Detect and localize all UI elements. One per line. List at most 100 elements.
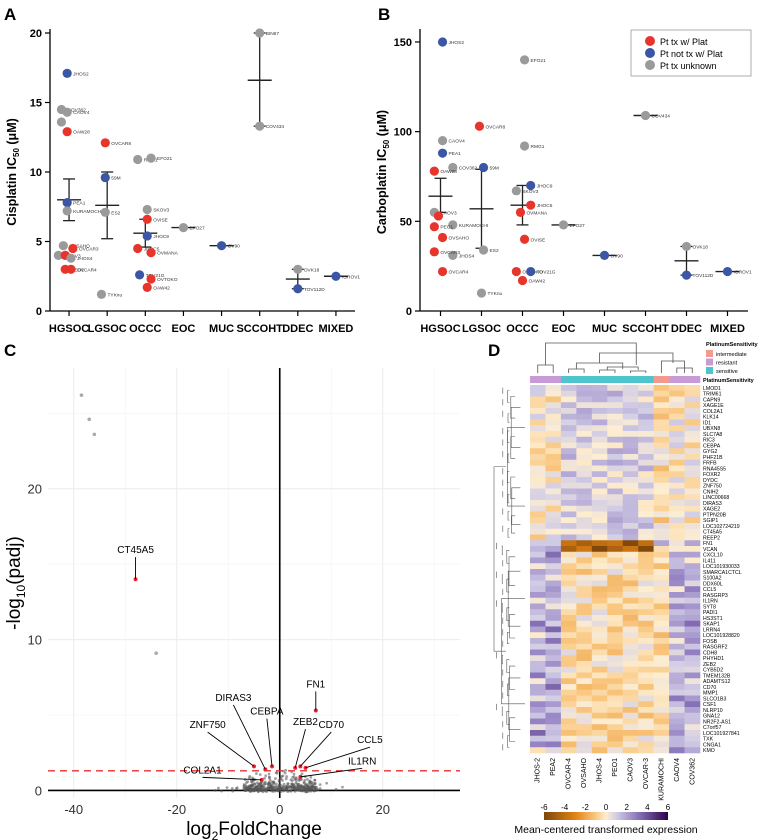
heatmap-cell bbox=[684, 390, 701, 397]
gene-point bbox=[235, 786, 239, 790]
heatmap-cell bbox=[530, 459, 546, 466]
heatmap-cell bbox=[653, 488, 670, 495]
heatmap-cell bbox=[669, 546, 685, 553]
heatmap-cell bbox=[653, 534, 670, 541]
heatmap-cell bbox=[669, 661, 685, 668]
heatmap-cell bbox=[653, 459, 670, 466]
x-tick-label-muc: MUC bbox=[209, 323, 234, 335]
heatmap-cell bbox=[545, 402, 562, 409]
heatmap-cell bbox=[530, 540, 546, 547]
gene-point bbox=[291, 779, 294, 783]
dendrogram-branch bbox=[537, 364, 554, 373]
point-ovk18 bbox=[681, 241, 692, 252]
heatmap-cell bbox=[638, 701, 654, 708]
heatmap-cell bbox=[560, 505, 577, 512]
heatmap-cell bbox=[591, 494, 608, 501]
x-tick-label-eoc: EOC bbox=[552, 323, 576, 335]
row-label: MMP1 bbox=[703, 691, 718, 697]
gene-point bbox=[277, 779, 281, 782]
heatmap-cell bbox=[560, 586, 577, 593]
point-jhos4 bbox=[66, 253, 76, 263]
heatmap-cell bbox=[576, 442, 593, 449]
heatmap-cell bbox=[653, 615, 670, 622]
row-label: LINC00668 bbox=[703, 495, 729, 501]
heatmap-cell bbox=[684, 488, 701, 495]
point-59m bbox=[478, 162, 489, 173]
heatmap-cell bbox=[607, 442, 624, 449]
heatmap-cell bbox=[530, 724, 546, 731]
heatmap-cell bbox=[530, 643, 546, 650]
gene-point bbox=[341, 785, 344, 789]
heatmap-cell bbox=[576, 672, 593, 679]
row-label: COL2A1 bbox=[703, 409, 723, 415]
row-label: ZNF750 bbox=[703, 484, 722, 490]
x-axis-label: log2FoldChange bbox=[186, 819, 322, 840]
heatmap-cell bbox=[684, 574, 701, 581]
heatmap-cell bbox=[591, 511, 608, 518]
heatmap-cell bbox=[607, 528, 624, 535]
heatmap-cell bbox=[576, 511, 593, 518]
heatmap-cell bbox=[622, 505, 639, 512]
heatmap-cell bbox=[622, 569, 639, 576]
heatmap-cell bbox=[653, 471, 670, 478]
heatmap-cell bbox=[622, 730, 639, 737]
heatmap-cell bbox=[638, 695, 654, 702]
heatmap-cell bbox=[591, 574, 608, 581]
legend-gray-label: Pt tx unknown bbox=[660, 61, 717, 71]
heatmap-cell bbox=[684, 471, 701, 478]
nonsignificant-gene-cloud bbox=[213, 768, 344, 794]
gene-point bbox=[283, 771, 287, 775]
heatmap-cell bbox=[638, 597, 654, 604]
row-label: IL1RN bbox=[703, 599, 718, 605]
heatmap-cell bbox=[530, 586, 546, 593]
heatmap-cell bbox=[576, 534, 593, 541]
heatmap-cell bbox=[684, 672, 701, 679]
y-tick-label: 20 bbox=[30, 28, 42, 40]
heatmap-cell bbox=[653, 396, 670, 403]
gene-label-ccl5: CCL5 bbox=[357, 735, 383, 746]
heatmap-cell bbox=[545, 747, 562, 754]
heatmap-cell bbox=[530, 609, 546, 616]
point-label: OVSAHO bbox=[449, 235, 470, 241]
column-label: JHOS-2 bbox=[535, 758, 542, 783]
gene-point bbox=[284, 777, 288, 781]
heatmap-cell bbox=[591, 523, 608, 530]
heatmap-cell bbox=[576, 609, 593, 616]
heatmap-cell bbox=[530, 436, 546, 443]
heatmap-cell bbox=[591, 689, 608, 696]
point-ovcar8 bbox=[474, 121, 485, 131]
heatmap-cell bbox=[684, 563, 701, 570]
heatmap-cell bbox=[591, 402, 608, 409]
heatmap-cell bbox=[545, 413, 562, 420]
heatmap-cell bbox=[653, 678, 670, 685]
heatmap-cell bbox=[684, 454, 701, 461]
point-efo27 bbox=[558, 220, 569, 230]
heatmap-cell bbox=[607, 615, 624, 622]
annotation-legend-swatch-intermediate bbox=[706, 350, 713, 357]
heatmap-cell bbox=[684, 482, 701, 489]
x-tick-label-lgsoc: LGSOC bbox=[88, 323, 127, 335]
point-label: JHOS2 bbox=[73, 71, 89, 77]
heatmap-cell bbox=[622, 678, 639, 685]
heatmap-cell bbox=[560, 523, 577, 530]
gene-point bbox=[318, 787, 322, 790]
heatmap-cell bbox=[530, 741, 546, 748]
heatmap-cell bbox=[653, 741, 670, 748]
heatmap-cell bbox=[638, 425, 654, 432]
heatmap-cell bbox=[560, 465, 577, 472]
heatmap-cell bbox=[560, 638, 577, 645]
heatmap-cell bbox=[622, 517, 639, 524]
heatmap-cell bbox=[530, 695, 546, 702]
heatmap-cell bbox=[638, 419, 654, 426]
heatmap-cell bbox=[622, 557, 639, 564]
heatmap-cell bbox=[560, 661, 577, 668]
heatmap-cell bbox=[545, 390, 562, 397]
row-label: RNA45S5 bbox=[703, 466, 726, 472]
gene-leader-line bbox=[305, 746, 371, 769]
heatmap-cell bbox=[530, 638, 546, 645]
heatmap-cell bbox=[591, 586, 608, 593]
heatmap-cell bbox=[669, 638, 685, 645]
heatmap-cell bbox=[576, 488, 593, 495]
gene-point bbox=[258, 773, 262, 777]
heatmap-cell bbox=[653, 511, 670, 518]
